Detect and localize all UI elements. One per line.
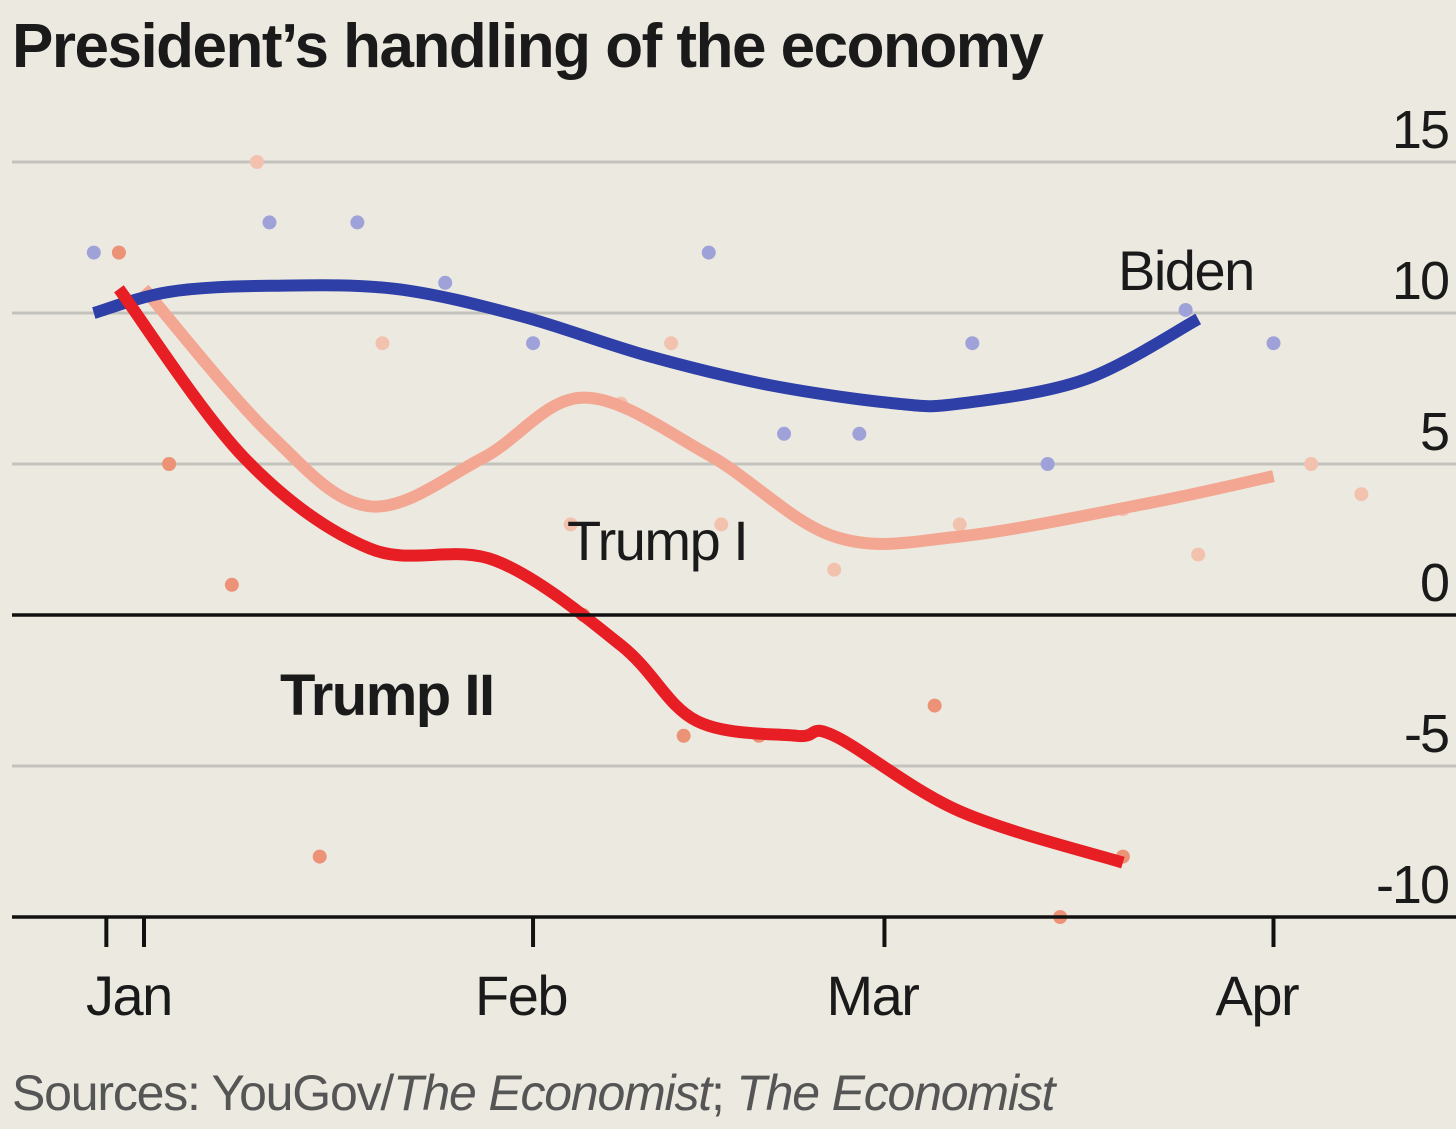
y-tick-label: 15 bbox=[1392, 100, 1448, 160]
y-tick-label: 5 bbox=[1420, 402, 1448, 462]
y-tick-label: -5 bbox=[1404, 704, 1448, 764]
data-point bbox=[262, 215, 277, 230]
data-point bbox=[1266, 336, 1281, 351]
y-tick-label: -10 bbox=[1376, 855, 1448, 915]
data-point bbox=[676, 728, 691, 743]
data-point bbox=[86, 245, 101, 260]
source-note: Sources: YouGov/The Economist; The Econo… bbox=[12, 1062, 1055, 1124]
series-label: Biden bbox=[1118, 239, 1254, 302]
source-publication-1: The Economist bbox=[393, 1065, 712, 1121]
data-point bbox=[438, 275, 453, 290]
data-point bbox=[701, 245, 716, 260]
data-point bbox=[777, 426, 792, 441]
series-line bbox=[139, 284, 1275, 550]
x-axis: Jan Feb Mar Apr bbox=[12, 613, 1456, 1027]
x-tick-label: Apr bbox=[1216, 964, 1299, 1027]
data-point bbox=[1354, 487, 1369, 502]
chart-title: President’s handling of the economy bbox=[12, 12, 1044, 81]
data-point bbox=[563, 517, 578, 532]
data-point bbox=[664, 336, 679, 351]
data-point bbox=[1040, 457, 1055, 471]
data-point bbox=[224, 577, 239, 592]
series-label: Trump I bbox=[567, 509, 747, 572]
x-tick-label: Jan bbox=[86, 964, 172, 1027]
data-point bbox=[1178, 302, 1193, 317]
data-point bbox=[714, 517, 729, 532]
data-point bbox=[375, 336, 390, 351]
data-point bbox=[852, 426, 867, 441]
x-tick-label: Mar bbox=[826, 964, 919, 1027]
data-point bbox=[312, 849, 327, 864]
y-axis-labels: 15 10 5 0 -5 -10 bbox=[1376, 100, 1450, 915]
source-prefix: Sources: YouGov/ bbox=[12, 1065, 394, 1121]
source-separator: ; bbox=[710, 1065, 737, 1121]
data-point bbox=[827, 562, 842, 577]
data-point bbox=[526, 336, 541, 351]
data-point bbox=[249, 155, 264, 169]
data-point bbox=[1191, 547, 1206, 562]
data-point bbox=[350, 215, 365, 230]
data-point bbox=[1304, 457, 1319, 471]
y-tick-label: 0 bbox=[1420, 553, 1448, 613]
series-lines bbox=[92, 279, 1275, 869]
data-point bbox=[927, 698, 942, 713]
series-label: Trump II bbox=[280, 663, 494, 728]
x-tick-label: Feb bbox=[475, 964, 567, 1027]
data-point bbox=[162, 457, 177, 471]
data-point bbox=[111, 245, 126, 260]
data-point bbox=[952, 517, 967, 532]
series-line bbox=[114, 285, 1125, 869]
data-point bbox=[965, 336, 980, 351]
source-publication-2: The Economist bbox=[736, 1065, 1055, 1121]
series-line bbox=[92, 279, 1202, 413]
y-tick-label: 10 bbox=[1392, 251, 1448, 311]
series-labels: Biden Trump I Trump II bbox=[280, 239, 1255, 728]
